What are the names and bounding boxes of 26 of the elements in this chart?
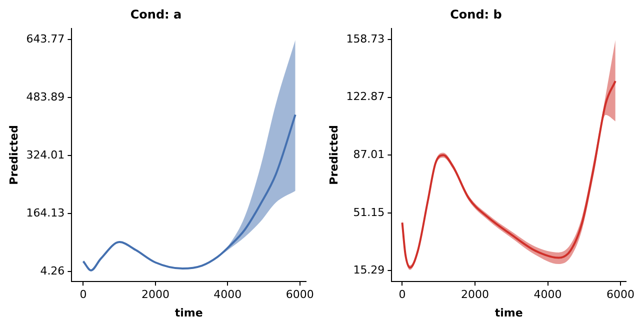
x-tick-label: 6000 [606, 288, 635, 302]
y-tick-label: 324.01 [26, 148, 65, 162]
y-tick-label: 51.15 [353, 206, 385, 219]
y-tick-label: 15.29 [353, 264, 385, 277]
y-axis-title: Predicted [7, 125, 20, 185]
y-tick-label: 122.87 [346, 90, 385, 104]
x-tick-label: 6000 [286, 288, 314, 302]
x-tick-label: 4000 [214, 288, 242, 302]
y-axis-title: Predicted [327, 125, 340, 185]
x-tick-label: 2000 [141, 288, 170, 302]
y-tick-label: 4.26 [40, 264, 65, 278]
chart-title: Cond: a [130, 7, 182, 22]
x-axis-title: time [494, 306, 523, 320]
x-tick-label: 0 [80, 288, 87, 302]
x-tick-label: 4000 [534, 288, 562, 302]
line-series [401, 80, 616, 269]
y-tick-label: 164.13 [26, 206, 65, 220]
y-tick-label: 643.77 [26, 32, 65, 46]
chart-title: Cond: b [450, 7, 502, 22]
x-axis-title: time [174, 306, 203, 320]
y-tick-label: 483.89 [26, 90, 65, 104]
x-tick-label: 0 [398, 288, 406, 302]
y-tick-label: 158.73 [346, 32, 385, 46]
line-series [82, 114, 296, 272]
x-tick-label: 2000 [461, 288, 490, 302]
y-tick-label: 87.01 [353, 148, 385, 162]
